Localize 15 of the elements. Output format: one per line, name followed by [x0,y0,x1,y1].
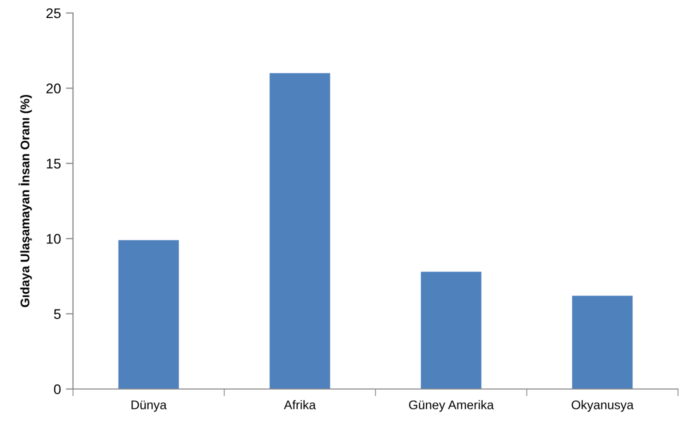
x-tick-label: Dünya [132,400,167,412]
y-tick-label: 10 [46,234,61,244]
x-tick-label: Güney Amerika [409,400,494,412]
y-tick-label: 25 [46,8,61,18]
y-axis-title: Gıdaya Ulaşamayan İnsan Oranı (%) [18,94,32,308]
bar [270,73,330,389]
x-tick-label: Okyanusya [572,400,634,412]
x-tick-label: Afrika [284,400,316,410]
y-tick-label: 15 [46,158,61,169]
bar [118,240,179,389]
y-tick-label: 5 [54,309,61,319]
bar [572,296,633,389]
bar [420,272,482,389]
y-tick-label: 20 [46,84,61,94]
y-tick-label: 0 [54,384,61,394]
